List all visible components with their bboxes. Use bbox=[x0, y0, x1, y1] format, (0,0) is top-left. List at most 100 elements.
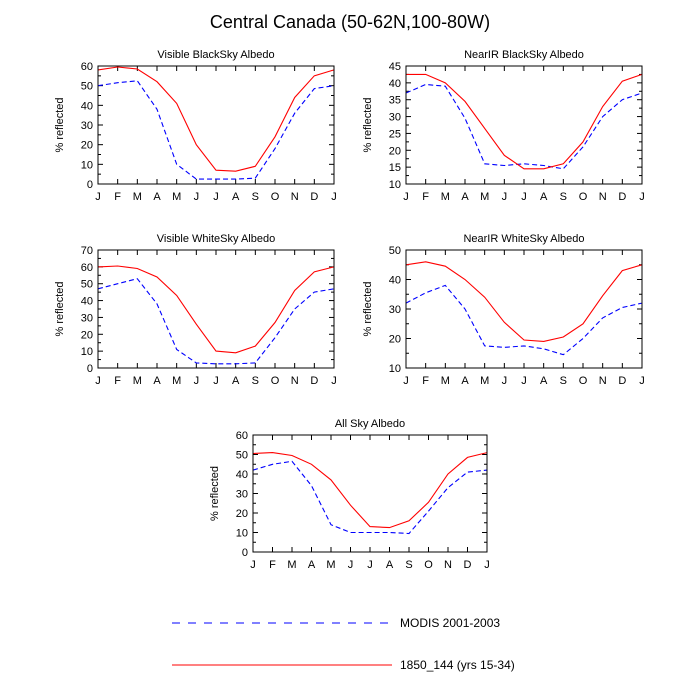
y-axis-label: % reflected bbox=[362, 97, 374, 152]
x-tick-label: J bbox=[502, 375, 508, 387]
x-tick-label: D bbox=[310, 375, 318, 387]
x-tick-label: A bbox=[540, 375, 548, 387]
y-axis-label: % reflected bbox=[362, 281, 374, 336]
x-tick-label: N bbox=[444, 559, 452, 571]
x-tick-label: S bbox=[252, 375, 259, 387]
x-tick-label: M bbox=[441, 375, 450, 387]
y-tick-label: 70 bbox=[81, 245, 93, 257]
x-tick-label: S bbox=[560, 375, 567, 387]
model-series-line bbox=[97, 66, 335, 172]
x-tick-label: M bbox=[480, 375, 489, 387]
x-tick-label: A bbox=[461, 191, 469, 203]
y-tick-label: 25 bbox=[389, 128, 401, 140]
x-tick-label: A bbox=[232, 191, 240, 203]
x-tick-label: J bbox=[331, 191, 337, 203]
y-tick-label: 60 bbox=[81, 262, 93, 274]
x-tick-label: D bbox=[310, 191, 318, 203]
x-tick-label: A bbox=[232, 375, 240, 387]
chart-panel: All Sky Albedo % reflected 0 10 20 30 40 50 60 J F… bbox=[209, 418, 490, 571]
y-tick-label: 40 bbox=[81, 296, 93, 308]
x-tick-label: J bbox=[250, 559, 256, 571]
y-tick-label: 10 bbox=[389, 179, 401, 191]
x-tick-label: M bbox=[326, 559, 335, 571]
y-tick-label: 30 bbox=[236, 489, 248, 501]
x-tick-label: A bbox=[153, 375, 161, 387]
y-tick-label: 10 bbox=[389, 363, 401, 375]
x-tick-label: M bbox=[133, 191, 142, 203]
x-tick-label: J bbox=[403, 375, 409, 387]
panel-title: NearIR WhiteSky Albedo bbox=[463, 233, 584, 245]
panel-title: NearIR BlackSky Albedo bbox=[464, 49, 584, 61]
y-tick-label: 20 bbox=[389, 334, 401, 346]
x-tick-label: A bbox=[540, 191, 548, 203]
x-tick-label: D bbox=[618, 191, 626, 203]
plot-frame bbox=[97, 249, 335, 369]
x-tick-label: J bbox=[403, 191, 409, 203]
y-tick-label: 0 bbox=[242, 547, 248, 559]
y-tick-label: 50 bbox=[81, 81, 93, 93]
x-tick-label: S bbox=[252, 191, 259, 203]
x-tick-label: F bbox=[114, 191, 121, 203]
y-tick-label: 40 bbox=[389, 78, 401, 90]
y-tick-label: 40 bbox=[389, 275, 401, 287]
y-tick-label: 60 bbox=[236, 430, 248, 442]
x-tick-label: J bbox=[639, 191, 645, 203]
panel-title: Visible WhiteSky Albedo bbox=[157, 233, 275, 245]
y-tick-label: 50 bbox=[389, 245, 401, 257]
x-tick-label: A bbox=[386, 559, 394, 571]
x-tick-label: D bbox=[618, 375, 626, 387]
y-tick-label: 30 bbox=[389, 304, 401, 316]
y-axis-label: % reflected bbox=[54, 281, 66, 336]
chart-panel: NearIR WhiteSky Albedo % reflected 10 20 30 4… bbox=[362, 233, 645, 387]
x-tick-label: N bbox=[291, 375, 299, 387]
x-tick-label: O bbox=[579, 375, 588, 387]
legend-label: MODIS 2001-2003 bbox=[400, 616, 500, 630]
y-tick-label: 35 bbox=[389, 95, 401, 107]
x-tick-label: O bbox=[271, 191, 280, 203]
legend: MODIS 2001-2003 1850_144 (yrs 15-34) bbox=[172, 616, 515, 672]
y-tick-label: 20 bbox=[81, 329, 93, 341]
x-tick-label: J bbox=[484, 559, 490, 571]
x-tick-label: F bbox=[269, 559, 276, 571]
x-tick-label: O bbox=[424, 559, 433, 571]
x-tick-label: A bbox=[461, 375, 469, 387]
x-tick-label: M bbox=[133, 375, 142, 387]
y-tick-label: 50 bbox=[81, 279, 93, 291]
model-series-line bbox=[252, 452, 488, 529]
x-tick-label: F bbox=[114, 375, 121, 387]
y-tick-label: 15 bbox=[389, 162, 401, 174]
x-tick-label: S bbox=[560, 191, 567, 203]
y-tick-label: 45 bbox=[389, 61, 401, 73]
x-tick-label: M bbox=[480, 191, 489, 203]
y-tick-label: 10 bbox=[81, 346, 93, 358]
panel-title: Visible BlackSky Albedo bbox=[157, 49, 274, 61]
x-tick-label: D bbox=[464, 559, 472, 571]
x-tick-label: F bbox=[422, 191, 429, 203]
x-tick-label: J bbox=[521, 375, 527, 387]
x-tick-label: J bbox=[639, 375, 645, 387]
chart-panel: NearIR BlackSky Albedo % reflected 10 15 20 2… bbox=[362, 49, 645, 203]
x-tick-label: J bbox=[502, 191, 508, 203]
y-axis-label: % reflected bbox=[209, 466, 221, 521]
y-tick-label: 60 bbox=[81, 61, 93, 73]
x-tick-label: O bbox=[271, 375, 280, 387]
modis-series-line bbox=[405, 83, 643, 170]
modis-series-line bbox=[97, 80, 335, 180]
chart-panel: Visible WhiteSky Albedo % reflected 0 10 20 3… bbox=[54, 233, 337, 387]
x-tick-label: N bbox=[599, 191, 607, 203]
y-tick-label: 0 bbox=[87, 363, 93, 375]
y-tick-label: 10 bbox=[81, 159, 93, 171]
plot-frame bbox=[97, 65, 335, 185]
x-tick-label: M bbox=[287, 559, 296, 571]
plot-frame bbox=[405, 249, 643, 369]
plot-frame bbox=[252, 434, 488, 553]
x-tick-label: M bbox=[441, 191, 450, 203]
y-tick-label: 10 bbox=[236, 528, 248, 540]
y-tick-label: 40 bbox=[81, 100, 93, 112]
y-tick-label: 20 bbox=[389, 145, 401, 157]
panel-title: All Sky Albedo bbox=[335, 418, 405, 430]
x-tick-label: J bbox=[194, 375, 200, 387]
x-tick-label: J bbox=[194, 191, 200, 203]
y-tick-label: 20 bbox=[236, 508, 248, 520]
x-tick-label: F bbox=[422, 375, 429, 387]
